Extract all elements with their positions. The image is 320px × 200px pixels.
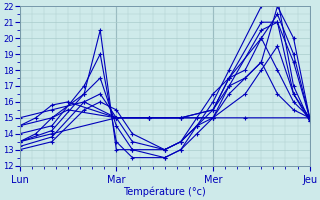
X-axis label: Température (°c): Température (°c) — [123, 187, 206, 197]
